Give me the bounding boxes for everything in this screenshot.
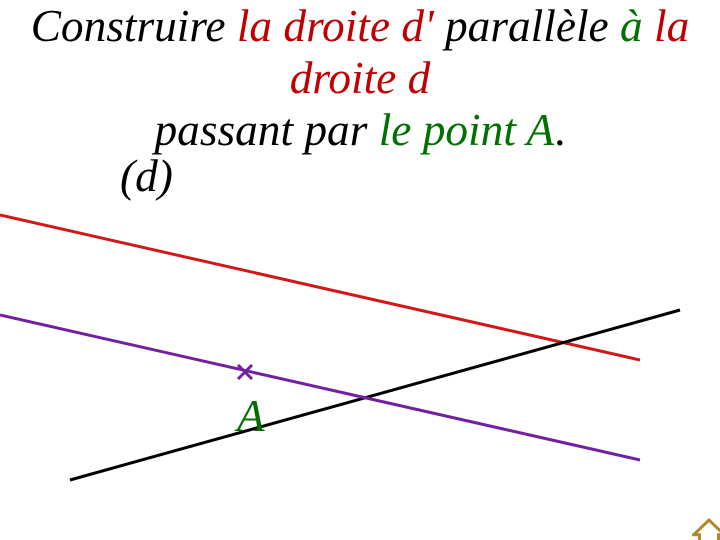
label-d: (d) xyxy=(120,150,173,202)
label-A: A xyxy=(237,390,265,442)
geometry-canvas xyxy=(0,0,720,540)
line-black xyxy=(70,310,680,480)
home-icon-path xyxy=(694,520,720,540)
